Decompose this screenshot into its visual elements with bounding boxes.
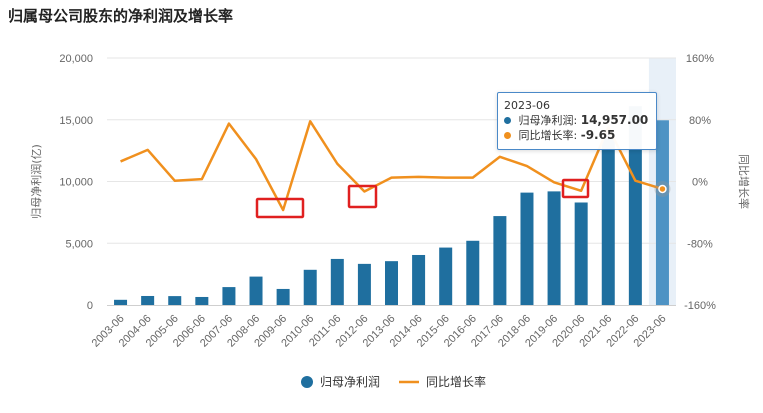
bar-2006-06 (195, 296, 209, 305)
bar-2020-06 (574, 202, 588, 305)
bar-2012-06 (357, 263, 371, 305)
bar-2022-06 (628, 106, 642, 305)
bar-2016-06 (466, 240, 480, 305)
legend-profit-icon (301, 376, 313, 388)
tooltip-period: 2023-06 (504, 99, 550, 112)
profit-dot-icon (504, 117, 511, 124)
bar-2013-06 (385, 261, 398, 305)
y-left-tick-label: 10,000 (59, 177, 93, 189)
annotation-box-2020 (561, 178, 590, 199)
growth-dot-icon (504, 132, 511, 139)
bar-2010-06 (303, 269, 317, 305)
bar-2014-06 (412, 254, 426, 305)
highlight-point (658, 184, 667, 194)
chart-title: 归属母公司股东的净利润及增长率 (8, 8, 234, 25)
bar-2003-06 (114, 299, 128, 305)
y-left-axis-title: 归母净利润(亿) (29, 144, 43, 219)
bar-2007-06 (222, 287, 236, 305)
tooltip-profit-label: 归母净利润: (518, 114, 578, 127)
y-right-tick-label: -80% (687, 238, 713, 250)
tooltip-row-profit: 归母净利润: 14,957.00 (504, 113, 650, 128)
y-left-tick-label: 20,000 (59, 53, 93, 65)
y-right-axis-title: 同比增长率 (737, 154, 751, 209)
bar-2019-06 (547, 191, 561, 305)
bar-2015-06 (439, 247, 453, 305)
tooltip-row-growth: 同比增长率: -9.65 (504, 128, 650, 143)
annotation-box-2008-2009 (255, 197, 305, 219)
bar-2004-06 (141, 295, 155, 305)
bar-2021-06 (601, 138, 615, 305)
y-left-tick-label: 5,000 (65, 238, 93, 250)
bar-2005-06 (168, 296, 182, 305)
y-left-tick-label: 0 (87, 300, 93, 312)
y-left-tick-label: 15,000 (59, 115, 93, 127)
bar-2009-06 (276, 288, 290, 305)
legend-profit-label: 归母净利润 (320, 375, 380, 389)
growth-line (120, 120, 663, 212)
bar-2017-06 (493, 216, 507, 305)
bar-2018-06 (520, 192, 534, 305)
tooltip: 2023-06 归母净利润: 14,957.00 同比增长率: -9.65 (497, 92, 657, 150)
y-right-tick-label: 160% (686, 53, 714, 65)
bar-2011-06 (330, 258, 344, 305)
bar-2008-06 (249, 276, 263, 305)
tooltip-profit-value: 14,957.00 (580, 113, 649, 127)
legend-growth-label: 同比增长率 (426, 374, 486, 389)
y-right-tick-label: -160% (684, 300, 716, 312)
bar-2023-06 (655, 120, 669, 305)
tooltip-growth-label: 同比增长率: (518, 129, 578, 142)
annotation-box-2012 (347, 184, 378, 209)
y-right-tick-label: 80% (689, 115, 711, 127)
tooltip-growth-value: -9.65 (580, 128, 616, 142)
y-right-tick-label: 0% (692, 177, 708, 189)
